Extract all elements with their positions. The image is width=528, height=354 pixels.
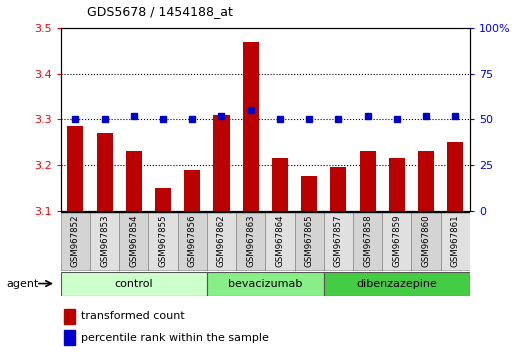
Text: GSM967859: GSM967859 — [392, 214, 401, 267]
Bar — [213, 115, 230, 211]
Bar — [360, 152, 375, 211]
Text: control: control — [115, 279, 153, 289]
Text: GSM967860: GSM967860 — [421, 214, 430, 267]
Text: GSM967858: GSM967858 — [363, 214, 372, 267]
Text: percentile rank within the sample: percentile rank within the sample — [81, 332, 269, 343]
Bar — [148, 212, 177, 271]
Bar — [63, 330, 75, 345]
Text: GSM967862: GSM967862 — [217, 214, 226, 267]
Bar — [155, 188, 171, 211]
Bar — [301, 176, 317, 211]
Text: GSM967854: GSM967854 — [129, 214, 138, 267]
Bar — [353, 212, 382, 271]
Bar — [418, 152, 434, 211]
Bar — [441, 212, 470, 271]
Bar — [331, 167, 346, 211]
Text: agent: agent — [6, 279, 39, 289]
Text: GSM967863: GSM967863 — [246, 214, 255, 267]
Bar — [184, 170, 200, 211]
Bar — [119, 212, 148, 271]
Text: GSM967856: GSM967856 — [188, 214, 197, 267]
Bar — [126, 152, 142, 211]
Text: GSM967852: GSM967852 — [71, 214, 80, 267]
Text: GSM967861: GSM967861 — [451, 214, 460, 267]
Text: GSM967853: GSM967853 — [100, 214, 109, 267]
Bar — [63, 309, 75, 324]
Bar — [389, 158, 405, 211]
Text: GSM967864: GSM967864 — [276, 214, 285, 267]
Bar — [90, 212, 119, 271]
Text: dibenzazepine: dibenzazepine — [356, 279, 437, 289]
Bar — [67, 126, 83, 211]
Bar — [272, 158, 288, 211]
Text: GDS5678 / 1454188_at: GDS5678 / 1454188_at — [87, 5, 233, 18]
Bar — [265, 212, 295, 271]
Bar — [207, 212, 236, 271]
Bar — [243, 42, 259, 211]
Bar — [61, 212, 90, 271]
Text: transformed count: transformed count — [81, 311, 184, 321]
Bar — [207, 272, 324, 296]
Bar — [447, 142, 464, 211]
Bar — [324, 212, 353, 271]
Bar — [177, 212, 207, 271]
Bar — [61, 272, 207, 296]
Text: GSM967855: GSM967855 — [158, 214, 167, 267]
Bar — [295, 212, 324, 271]
Bar — [324, 272, 470, 296]
Bar — [236, 212, 266, 271]
Text: GSM967857: GSM967857 — [334, 214, 343, 267]
Text: GSM967865: GSM967865 — [305, 214, 314, 267]
Bar — [97, 133, 112, 211]
Bar — [411, 212, 441, 271]
Bar — [382, 212, 411, 271]
Text: bevacizumab: bevacizumab — [228, 279, 303, 289]
